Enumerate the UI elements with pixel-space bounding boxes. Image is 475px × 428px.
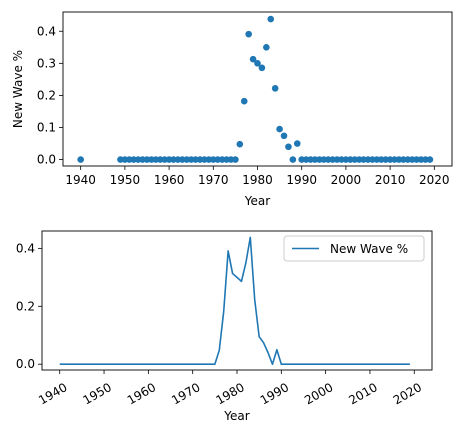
legend: New Wave %	[283, 235, 425, 262]
line-x-axis-label: Year	[223, 409, 249, 423]
scatter-point-1979	[249, 55, 257, 63]
new-wave-series-line	[59, 236, 410, 366]
scatter-x-tick-label-2010: 2010	[375, 173, 406, 187]
scatter-axes-frame	[62, 11, 453, 167]
scatter-point-1940	[77, 156, 84, 163]
scatter-point-1980	[254, 60, 261, 67]
line-chart: 1940 1950 1960 1970 1980 1990 2000 2010 2020 0.0…	[16, 230, 433, 423]
scatter-chart: 1940 1950 1960 1970 1980 1990 2000 2010 2020 0.0…	[11, 11, 453, 208]
legend-box	[283, 235, 425, 262]
scatter-y-axis-label: New Wave %	[11, 50, 25, 128]
scatter-point-1984	[271, 85, 279, 92]
scatter-x-tick-label-1990: 1990	[286, 173, 317, 187]
line-y-tick-label-0.2: 0.2	[16, 299, 35, 313]
scatter-x-tick-label-2020: 2020	[419, 173, 450, 187]
scatter-plot-area	[63, 12, 452, 166]
scatter-point-1977	[240, 97, 248, 105]
scatter-point-1986	[280, 132, 288, 140]
scatter-point-1976	[236, 140, 244, 148]
line-y-tick-label-0.4: 0.4	[16, 241, 35, 255]
line-y-ticks: 0.0 0.2 0.4	[16, 241, 42, 371]
scatter-y-tick-label-0.1: 0.1	[37, 121, 56, 135]
scatter-point-1988	[289, 156, 297, 163]
scatter-point-1989	[293, 140, 301, 147]
scatter-point-1987	[285, 143, 292, 151]
scatter-x-tick-label-2000: 2000	[331, 173, 362, 187]
scatter-y-ticks: 0.0 0.1 0.2 0.3 0.4	[37, 24, 63, 167]
line-axes-frame	[41, 230, 433, 371]
scatter-point-1975	[232, 156, 239, 163]
scatter-y-tick-label-0.4: 0.4	[37, 24, 56, 38]
scatter-point-1978	[245, 30, 252, 38]
scatter-y-tick-label-0.0: 0.0	[37, 153, 56, 167]
scatter-x-ticks: 1940 1950 1960 1970 1980 1990 2000 2010 2020	[65, 166, 450, 187]
scatter-point-1982	[263, 43, 270, 51]
line-y-tick-label-0.0: 0.0	[16, 357, 35, 371]
scatter-y-tick-label-0.3: 0.3	[37, 56, 56, 70]
scatter-point-1985	[276, 125, 283, 133]
scatter-x-tick-label-1980: 1980	[242, 173, 273, 187]
scatter-x-tick-label-1970: 1970	[198, 173, 229, 187]
scatter-x-tick-label-1960: 1960	[154, 173, 185, 187]
scatter-y-tick-label-0.2: 0.2	[37, 88, 56, 102]
scatter-points	[77, 15, 434, 163]
scatter-x-tick-label-1950: 1950	[110, 173, 141, 187]
scatter-x-tick-label-1940: 1940	[65, 173, 96, 187]
scatter-x-axis-label: Year	[244, 194, 270, 208]
scatter-point-2019	[426, 156, 434, 163]
legend-label-new-wave: New Wave %	[330, 242, 408, 256]
scatter-point-1981	[258, 64, 266, 72]
scatter-point-1983	[267, 15, 275, 23]
